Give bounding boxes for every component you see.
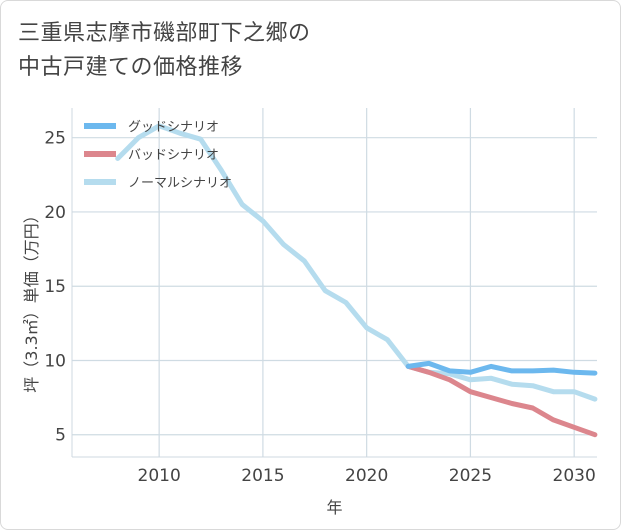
x-tick-label: 2010 (138, 466, 181, 486)
x-tick-label: 2015 (241, 466, 284, 486)
legend-label: バッドシナリオ (128, 148, 219, 163)
x-tick-label: 2025 (449, 466, 492, 486)
y-tick-label: 20 (44, 203, 66, 223)
chart-title-line1: 三重県志摩市磯部町下之郷の (18, 21, 311, 46)
legend-label: グッドシナリオ (128, 120, 219, 135)
series-layer (115, 123, 598, 438)
y-tick-label: 5 (55, 426, 66, 446)
x-tick-label: 2020 (345, 466, 388, 486)
plot-area-frame (71, 108, 597, 458)
chart-title: 三重県志摩市磯部町下之郷の 中古戸建ての価格推移 (18, 17, 578, 85)
series-line-2 (405, 363, 598, 438)
series-line-3 (115, 123, 598, 402)
y-tick-label: 25 (44, 129, 66, 149)
chart-title-line2: 中古戸建ての価格推移 (18, 55, 244, 80)
y-tick-label: 15 (44, 277, 66, 297)
y-axis-label: 坪（3.3㎡）単価（万円） (22, 207, 41, 392)
grid-layer (72, 108, 597, 457)
x-tick-label: 2030 (553, 466, 596, 486)
y-tick-label: 10 (44, 351, 66, 371)
series-line-1 (405, 360, 598, 376)
x-axis-label: 年 (326, 498, 342, 517)
legend-label: ノーマルシナリオ (128, 176, 232, 191)
